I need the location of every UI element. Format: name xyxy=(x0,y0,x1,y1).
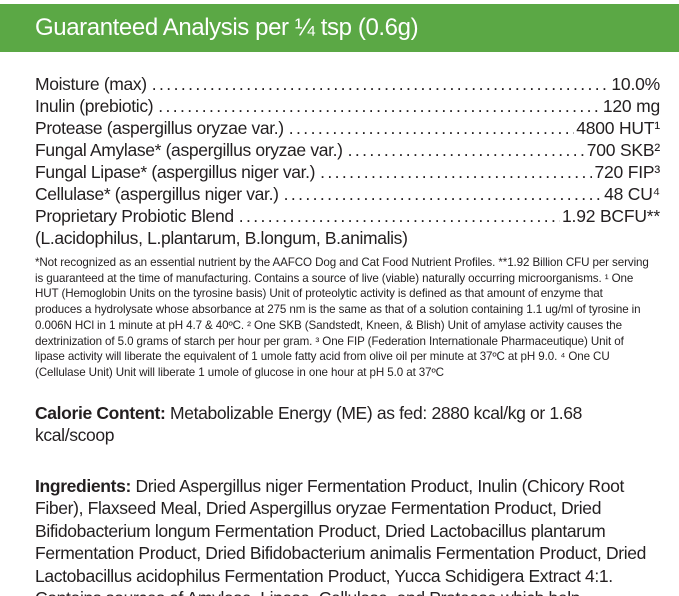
analysis-row: Inulin (prebiotic) 120 mg xyxy=(35,95,660,117)
analysis-row: Protease (aspergillus oryzae var.) 4800 … xyxy=(35,117,660,139)
analysis-row-name: Fungal Lipase* (aspergillus niger var.) xyxy=(35,162,316,182)
dot-leader xyxy=(348,139,585,161)
ingredients-text: Dried Aspergillus niger Fermentation Pro… xyxy=(35,475,647,596)
analysis-row: Fungal Amylase* (aspergillus oryzae var.… xyxy=(35,139,660,161)
analysis-row-name: (L.acidophilus, L.plantarum, B.longum, B… xyxy=(35,228,408,248)
footnotes-text: *Not recognized as an essential nutrient… xyxy=(35,256,649,379)
page-title: Guaranteed Analysis per ¼ tsp (0.6g) xyxy=(35,14,419,41)
analysis-row-value: 4800 HUT¹ xyxy=(576,118,660,138)
calorie-content-label: Calorie Content: xyxy=(35,402,166,423)
analysis-row-value: 700 SKB² xyxy=(586,140,661,160)
ingredients-label: Ingredients: xyxy=(35,475,131,496)
analysis-row-value: 1.92 BCFU** xyxy=(562,206,660,226)
analysis-row: (L.acidophilus, L.plantarum, B.longum, B… xyxy=(35,227,660,249)
analysis-row-name: Protease (aspergillus oryzae var.) xyxy=(35,118,284,138)
analysis-row-value: 10.0% xyxy=(611,74,660,94)
calorie-content-text: Metabolizable Energy (ME) as fed: 2880 k… xyxy=(35,402,583,445)
analysis-row: Fungal Lipase* (aspergillus niger var.) … xyxy=(35,161,660,183)
analysis-row-name: Inulin (prebiotic) xyxy=(35,96,154,116)
ingredients-paragraph: Ingredients: Dried Aspergillus niger Fer… xyxy=(35,475,647,596)
dot-leader xyxy=(284,183,603,205)
analysis-row-value: 48 CU⁴ xyxy=(604,184,660,204)
dot-leader xyxy=(152,73,610,95)
guaranteed-analysis-list: Moisture (max) 10.0% Inulin (prebiotic) … xyxy=(0,52,679,249)
analysis-row: Cellulase* (aspergillus niger var.) 48 C… xyxy=(35,183,660,205)
dot-leader xyxy=(158,95,601,117)
analysis-row-value: 120 mg xyxy=(602,96,660,116)
analysis-row: Moisture (max) 10.0% xyxy=(35,73,660,95)
analysis-row-name: Cellulase* (aspergillus niger var.) xyxy=(35,184,279,204)
analysis-row-name: Fungal Amylase* (aspergillus oryzae var.… xyxy=(35,140,343,160)
header-bar: Guaranteed Analysis per ¼ tsp (0.6g) xyxy=(0,4,679,52)
dot-leader xyxy=(289,117,574,139)
analysis-row: Proprietary Probiotic Blend 1.92 BCFU** xyxy=(35,205,660,227)
analysis-row-name: Moisture (max) xyxy=(35,74,147,94)
calorie-content-line: Calorie Content: Metabolizable Energy (M… xyxy=(35,402,660,446)
dot-leader xyxy=(239,205,560,227)
dot-leader xyxy=(320,161,592,183)
analysis-row-name: Proprietary Probiotic Blend xyxy=(35,206,234,226)
analysis-row-value: 720 FIP³ xyxy=(594,162,660,182)
